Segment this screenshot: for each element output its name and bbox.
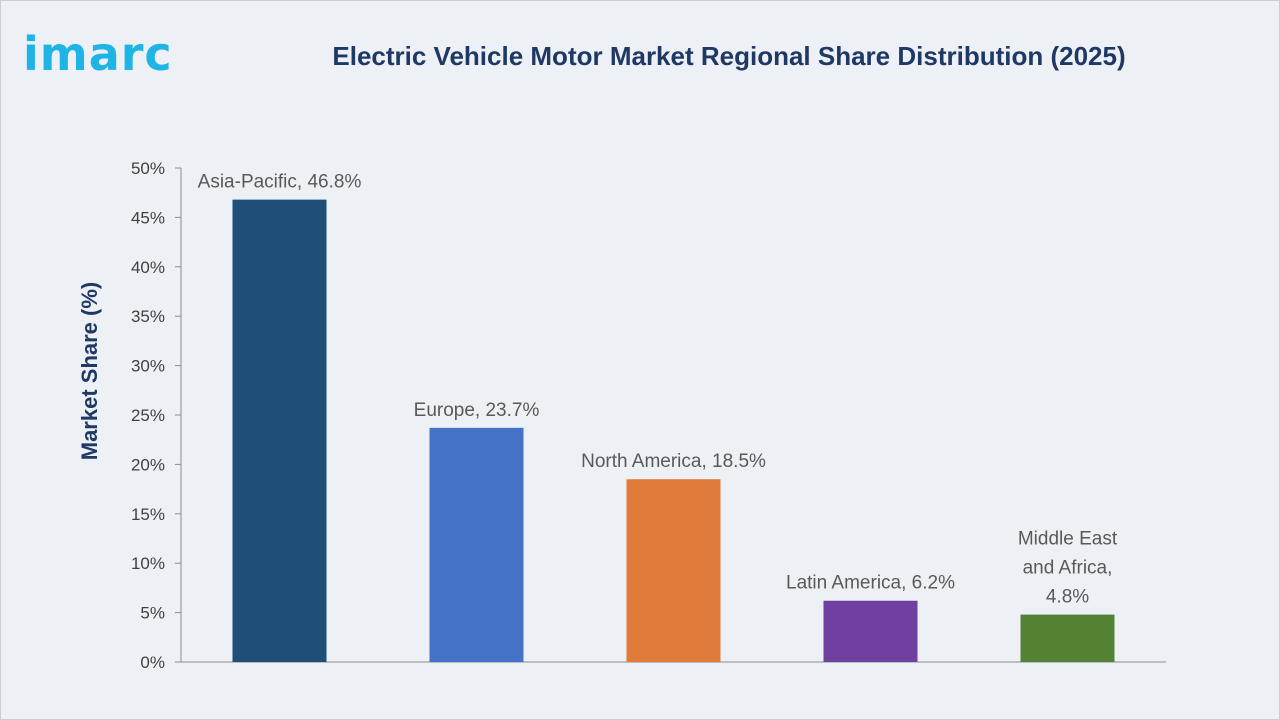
chart-data-labels: Asia-Pacific, 46.8% Europe, 23.7% North Am… — [198, 172, 1118, 608]
data-label-1: Europe, 23.7% — [414, 400, 540, 421]
y-tick-label: 10% — [131, 554, 165, 573]
imarc-logo: imarc — [23, 27, 173, 81]
y-tick-label: 30% — [131, 357, 165, 376]
y-tick-label: 50% — [131, 159, 165, 178]
y-tick-label: 20% — [131, 455, 165, 474]
chart-bars — [232, 199, 1115, 662]
y-tick-label: 15% — [131, 505, 165, 524]
chart-axes: 0% 5% 10% 15% 20% 25% 30% 35% 40% 45% 50% — [131, 159, 1166, 672]
y-tick-label: 25% — [131, 406, 165, 425]
y-tick-label: 0% — [140, 653, 165, 672]
data-label-4: Middle East and Africa, 4.8% — [1018, 529, 1118, 608]
y-tick-label: 45% — [131, 208, 165, 227]
bar-2 — [626, 479, 721, 662]
bar-1 — [429, 427, 524, 662]
y-tick-label: 5% — [140, 604, 165, 623]
data-label-0: Asia-Pacific, 46.8% — [198, 172, 362, 193]
bar-3 — [823, 600, 918, 662]
y-tick-label: 40% — [131, 258, 165, 277]
data-label-3: Latin America, 6.2% — [786, 573, 955, 594]
bar-4 — [1020, 614, 1115, 662]
y-tick-label: 35% — [131, 307, 165, 326]
bar-0 — [232, 199, 327, 662]
data-label-2: North America, 18.5% — [581, 451, 766, 472]
chart-title: Electric Vehicle Motor Market Regional S… — [332, 41, 1126, 71]
